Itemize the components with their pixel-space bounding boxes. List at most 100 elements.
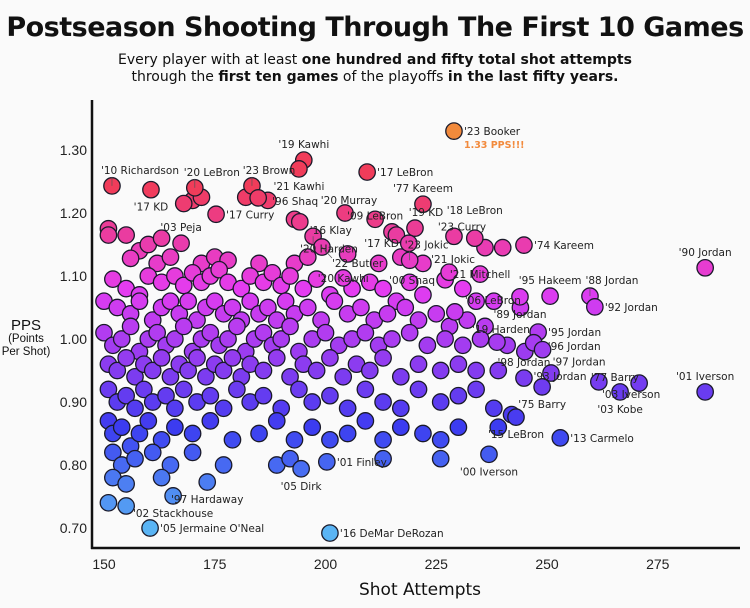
scatter-point bbox=[241, 292, 260, 311]
scatter-point bbox=[267, 349, 286, 367]
point-label-group: '03 Iverson bbox=[602, 389, 660, 401]
scatter-point bbox=[484, 292, 503, 311]
scatter-point bbox=[121, 249, 140, 268]
scatter-point bbox=[378, 304, 397, 323]
point-label: '21 Jokic bbox=[431, 254, 475, 266]
point-label: '17 LeBron bbox=[377, 167, 433, 179]
scatter-point bbox=[117, 497, 136, 515]
x-tick-label: 250 bbox=[535, 556, 559, 572]
scatter-point bbox=[321, 349, 339, 367]
labeled-point bbox=[414, 195, 432, 214]
scatter-point bbox=[467, 380, 485, 399]
scatter-point bbox=[126, 449, 144, 468]
scatter-point bbox=[307, 361, 326, 380]
scatter-point bbox=[272, 330, 291, 348]
scatter-point bbox=[263, 263, 282, 282]
scatter-point bbox=[143, 443, 162, 462]
scatter-point bbox=[414, 286, 432, 304]
y-axis-label: PPS (Points Per Shot) bbox=[1, 318, 51, 359]
scatter-point bbox=[201, 323, 220, 342]
point-label-group: '19 Harden bbox=[472, 324, 530, 336]
point-label: '17 Curry bbox=[226, 209, 274, 221]
point-label-group: '00 Shaq bbox=[389, 275, 435, 287]
point-label: '20 Harden bbox=[300, 243, 358, 255]
point-label-group: '96 Shaq bbox=[272, 196, 318, 208]
scatter-point bbox=[325, 292, 344, 311]
highlight-note: 1.33 PPS!!! bbox=[464, 140, 525, 151]
scatter-point bbox=[104, 443, 122, 462]
scatter-point bbox=[449, 418, 468, 437]
labeled-point bbox=[585, 298, 604, 316]
scatter-point bbox=[179, 361, 198, 380]
scatter-point bbox=[254, 386, 273, 405]
point-label: '20 LeBron bbox=[184, 167, 240, 179]
scatter-point bbox=[493, 238, 512, 257]
labeled-point bbox=[198, 473, 217, 491]
point-label-group: '01 Iverson bbox=[676, 371, 734, 383]
y-axis-subtitle: (Points Per Shot) bbox=[1, 333, 51, 358]
point-label: '01 Finley bbox=[337, 457, 387, 469]
labeled-point bbox=[471, 265, 489, 283]
scatter-point bbox=[352, 298, 370, 317]
point-label: '23 Jokic bbox=[405, 239, 449, 251]
scatter-point bbox=[338, 399, 357, 418]
point-label: '02 Stackhouse bbox=[133, 508, 213, 520]
point-label: '03 Peja bbox=[160, 222, 201, 234]
scatter-point bbox=[431, 361, 450, 380]
scatter-point bbox=[449, 386, 468, 405]
scatter-point bbox=[338, 245, 357, 263]
labeled-point bbox=[317, 452, 336, 471]
point-label: '19 Harden bbox=[472, 324, 530, 336]
point-label: '17 KD bbox=[364, 238, 399, 250]
labeled-point bbox=[533, 340, 552, 359]
labeled-point bbox=[488, 333, 506, 351]
scatter-point bbox=[276, 292, 295, 311]
scatter-point bbox=[281, 449, 299, 468]
scatter-point bbox=[99, 226, 118, 244]
labeled-point bbox=[406, 219, 424, 237]
scatter-point bbox=[409, 380, 428, 399]
scatter-point bbox=[254, 323, 273, 342]
labeled-point bbox=[515, 236, 533, 254]
point-label: '00 Iverson bbox=[460, 466, 518, 478]
labeled-point bbox=[465, 229, 484, 248]
scatter-point bbox=[161, 248, 180, 266]
scatter-point bbox=[214, 399, 233, 418]
scatter-point bbox=[130, 292, 149, 311]
scatter-point bbox=[356, 380, 375, 399]
point-label: '92 Jordan bbox=[605, 302, 658, 314]
point-label-group: '17 KD bbox=[134, 202, 169, 214]
point-label: '97 Jordan bbox=[553, 357, 606, 369]
scatter-point bbox=[414, 424, 432, 443]
point-label-group: '02 Stackhouse bbox=[133, 508, 213, 520]
scatter-point bbox=[152, 430, 171, 449]
scatter-point bbox=[139, 412, 158, 430]
scatter-point bbox=[338, 424, 357, 443]
scatter-point bbox=[374, 449, 392, 468]
scatter-point bbox=[489, 361, 508, 380]
point-label: '77 Kareem bbox=[393, 183, 453, 195]
point-label-group: '19 KD bbox=[409, 207, 444, 219]
point-label-group: '18 LeBron bbox=[447, 205, 503, 217]
point-label-group: '95 Jordan bbox=[548, 327, 601, 339]
point-label-group: '03 Kobe bbox=[597, 404, 643, 416]
point-label: '23 Booker bbox=[464, 126, 521, 138]
scatter-point bbox=[409, 311, 428, 329]
scatter-point bbox=[391, 367, 410, 386]
labeled-point bbox=[446, 303, 464, 321]
scatter-point bbox=[205, 292, 224, 311]
point-label: '77 Barry bbox=[591, 372, 639, 384]
labels-layer: '23 Booker 1.33 PPS!!! '19 Kawhi '21 Kawhi '… bbox=[101, 126, 734, 540]
point-label-group: '21 Mitchell bbox=[450, 269, 510, 281]
scatter-point bbox=[334, 367, 353, 386]
scatter-point bbox=[467, 292, 485, 311]
labeled-point bbox=[541, 287, 559, 306]
scatter-point bbox=[387, 226, 406, 244]
scatter-point bbox=[396, 298, 415, 317]
scatter-point bbox=[188, 349, 206, 367]
subtitle-bold: in the last fifty years. bbox=[447, 69, 619, 85]
scatter-point bbox=[321, 386, 339, 405]
point-label: '96 Shaq bbox=[272, 196, 318, 208]
labeled-point bbox=[321, 524, 339, 542]
